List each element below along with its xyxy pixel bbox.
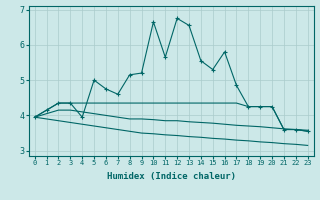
X-axis label: Humidex (Indice chaleur): Humidex (Indice chaleur): [107, 172, 236, 181]
